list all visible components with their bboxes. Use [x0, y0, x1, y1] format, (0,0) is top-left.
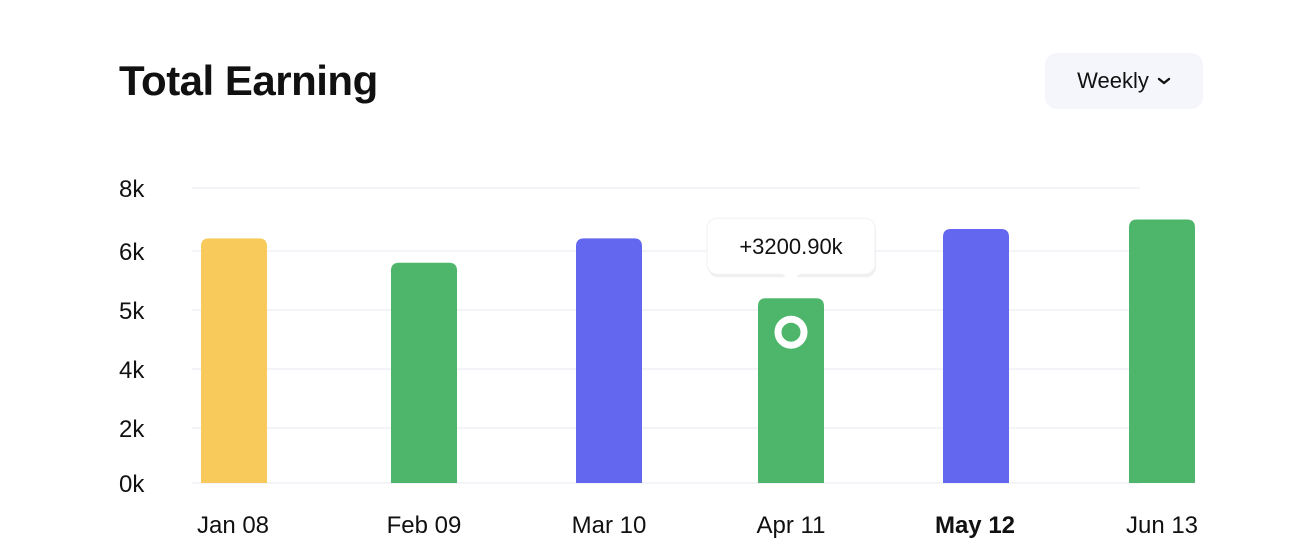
x-tick-label: Jan 08 — [197, 512, 269, 539]
x-tick-label: Jun 13 — [1126, 512, 1198, 539]
y-tick-label: 6k — [119, 239, 145, 266]
tooltip: +3200.90k — [706, 217, 876, 284]
y-tick-label: 8k — [119, 176, 145, 203]
x-tick-label: Mar 10 — [572, 512, 647, 539]
y-tick-label: 5k — [119, 298, 145, 325]
y-tick-label: 0k — [119, 471, 145, 498]
chevron-down-icon — [1157, 77, 1171, 85]
y-tick-label: 2k — [119, 416, 145, 443]
y-tick-label: 4k — [119, 357, 145, 384]
period-dropdown-label: Weekly — [1077, 68, 1149, 93]
bar[interactable] — [576, 238, 642, 483]
x-tick-label: May 12 — [935, 512, 1015, 539]
bar[interactable] — [1129, 219, 1195, 484]
bar[interactable] — [391, 262, 457, 483]
data-point-marker — [774, 315, 808, 349]
tooltip-value: +3200.90k — [739, 234, 843, 259]
bar[interactable] — [201, 238, 267, 483]
x-tick-label: Apr 11 — [757, 512, 826, 539]
bar[interactable] — [943, 228, 1009, 483]
page-title: Total Earning — [119, 57, 378, 104]
x-tick-label: Feb 09 — [387, 512, 462, 539]
period-dropdown[interactable]: Weekly — [1045, 53, 1203, 109]
bar[interactable] — [758, 298, 824, 483]
tooltip-arrow — [782, 273, 800, 284]
